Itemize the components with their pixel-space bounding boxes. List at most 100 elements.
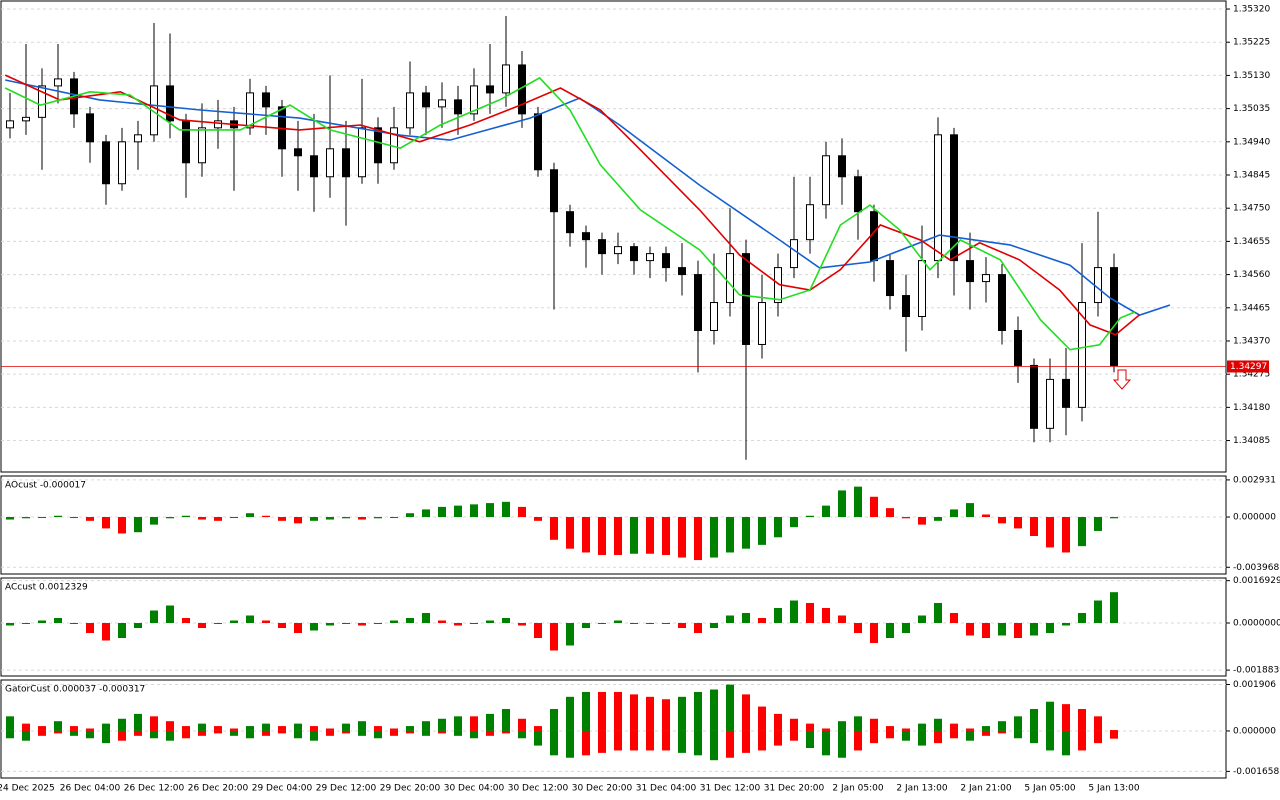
candle-body bbox=[294, 148, 302, 157]
gator-bar bbox=[406, 726, 414, 731]
candle-body bbox=[710, 302, 718, 331]
panel-title: GatorCust 0.000037 -0.000317 bbox=[5, 685, 145, 695]
y-tick-label: 0.0016929 bbox=[1233, 576, 1280, 586]
candle-body bbox=[54, 78, 62, 87]
histogram-bar bbox=[678, 623, 686, 628]
gator-bar bbox=[294, 723, 302, 731]
gator-bar bbox=[326, 728, 334, 731]
candle-body bbox=[662, 253, 670, 269]
histogram-bar bbox=[1046, 517, 1054, 548]
candle-body bbox=[966, 260, 974, 283]
histogram-bar bbox=[790, 517, 798, 528]
candle-body bbox=[758, 302, 766, 345]
gator-bar bbox=[886, 726, 894, 731]
gator-bar bbox=[694, 730, 702, 756]
histogram-bar bbox=[646, 517, 654, 554]
gator-bar bbox=[950, 723, 958, 731]
histogram-bar bbox=[838, 490, 846, 518]
gator-bar bbox=[342, 730, 350, 734]
gator-bar bbox=[86, 728, 94, 731]
gator-bar bbox=[374, 730, 382, 739]
candle-body bbox=[262, 92, 270, 108]
gator-bar bbox=[166, 721, 174, 731]
x-tick-label: 26 Dec 04:00 bbox=[60, 784, 121, 794]
gator-bar bbox=[246, 726, 254, 731]
histogram-bar bbox=[742, 613, 750, 623]
histogram-bar bbox=[1062, 517, 1070, 553]
gator-bar bbox=[438, 730, 446, 734]
gator-bar bbox=[118, 730, 126, 741]
gator-bar bbox=[774, 713, 782, 731]
x-tick-label: 2 Jan 05:00 bbox=[832, 784, 884, 794]
candle-body bbox=[134, 134, 142, 143]
histogram-bar bbox=[582, 517, 590, 553]
gator-bar bbox=[374, 726, 382, 731]
histogram-bar bbox=[790, 600, 798, 623]
gator-bar bbox=[70, 726, 78, 731]
gator-bar bbox=[726, 684, 734, 731]
x-tick-label: 26 Dec 20:00 bbox=[188, 784, 249, 794]
histogram-bar bbox=[262, 515, 270, 518]
gator-bar bbox=[182, 726, 190, 731]
gator-bar bbox=[54, 721, 62, 731]
gator-bar bbox=[1062, 730, 1070, 756]
gator-bar bbox=[566, 730, 574, 758]
histogram-bar bbox=[966, 503, 974, 518]
x-tick-label: 30 Dec 20:00 bbox=[572, 784, 633, 794]
candle-body bbox=[1030, 364, 1038, 429]
gator-bar bbox=[310, 726, 318, 731]
gator-bar bbox=[214, 730, 222, 734]
gator-bar bbox=[806, 723, 814, 731]
gator-bar bbox=[230, 730, 238, 736]
x-tick-label: 29 Dec 12:00 bbox=[316, 784, 377, 794]
histogram-bar bbox=[566, 517, 574, 549]
histogram-bar bbox=[278, 623, 286, 628]
gator-bar bbox=[1094, 716, 1102, 731]
x-tick-label: 2 Jan 13:00 bbox=[896, 784, 948, 794]
gator-bar bbox=[262, 730, 270, 736]
gator-bar bbox=[502, 730, 510, 734]
gator-bar bbox=[854, 730, 862, 751]
candle-body bbox=[182, 120, 190, 164]
histogram-bar bbox=[982, 514, 990, 518]
histogram-bar bbox=[614, 620, 622, 623]
histogram-bar bbox=[1094, 600, 1102, 623]
histogram-bar bbox=[38, 517, 46, 519]
histogram-bar bbox=[102, 517, 110, 529]
histogram-bar bbox=[214, 517, 222, 521]
alligator-line bbox=[4, 76, 1136, 351]
x-tick-label: 29 Dec 20:00 bbox=[380, 784, 441, 794]
candle-body bbox=[838, 155, 846, 178]
histogram-bar bbox=[854, 486, 862, 518]
y-tick-label: 0.000000 bbox=[1233, 726, 1276, 736]
y-tick-label: 0.002931 bbox=[1233, 475, 1276, 485]
gator-bar bbox=[918, 723, 926, 731]
histogram-bar bbox=[662, 623, 670, 624]
histogram-bar bbox=[854, 623, 862, 633]
gator-bar bbox=[390, 728, 398, 731]
histogram-bar bbox=[166, 517, 174, 519]
gator-bar bbox=[134, 713, 142, 731]
histogram-bar bbox=[150, 610, 158, 623]
candle-body bbox=[22, 116, 30, 122]
histogram-bar bbox=[262, 620, 270, 623]
gator-bar bbox=[342, 723, 350, 731]
x-tick-label: 5 Jan 13:00 bbox=[1088, 784, 1140, 794]
x-tick-label: 26 Dec 12:00 bbox=[124, 784, 185, 794]
gator-bar bbox=[998, 721, 1006, 731]
price-label: 1.34297 bbox=[1230, 362, 1267, 372]
candle-body bbox=[198, 127, 206, 164]
candle-body bbox=[486, 85, 494, 94]
panel-title: ACcust 0.0012329 bbox=[5, 583, 88, 593]
gator-bar bbox=[230, 728, 238, 731]
gator-bar bbox=[742, 694, 750, 731]
histogram-bar bbox=[486, 620, 494, 623]
candle-body bbox=[342, 148, 350, 178]
histogram-bar bbox=[710, 623, 718, 628]
candle-body bbox=[118, 141, 126, 185]
gator-bar bbox=[358, 730, 366, 736]
histogram-bar bbox=[326, 517, 334, 520]
gator-bar bbox=[326, 730, 334, 736]
gator-bar bbox=[134, 730, 142, 736]
x-tick-label: 31 Dec 20:00 bbox=[764, 784, 825, 794]
